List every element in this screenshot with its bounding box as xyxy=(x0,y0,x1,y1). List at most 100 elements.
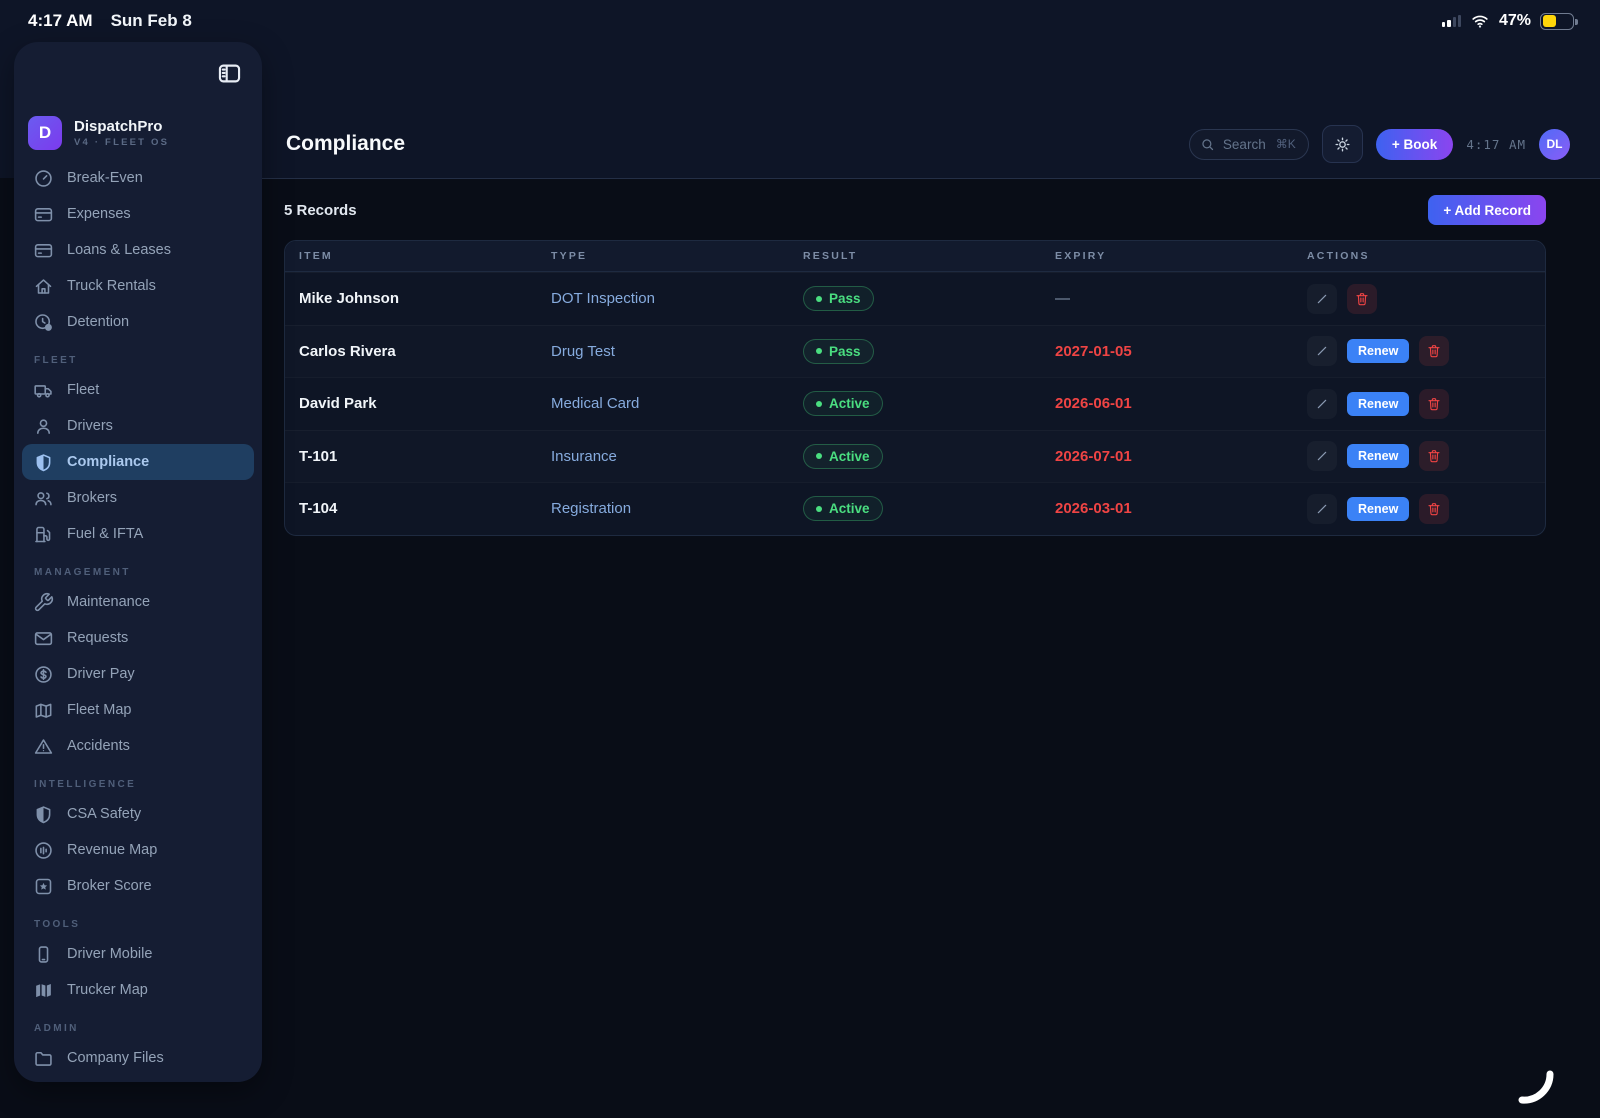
nav-section-fleet: FLEET xyxy=(34,355,78,366)
edit-button[interactable] xyxy=(1307,494,1337,524)
theme-toggle-button[interactable] xyxy=(1321,125,1363,163)
sidebar-item-break-even[interactable]: Break-Even xyxy=(22,160,254,196)
sidebar-item-driver-mobile[interactable]: Driver Mobile xyxy=(22,936,254,972)
edit-button[interactable] xyxy=(1307,389,1337,419)
search-input[interactable]: Search ⌘K xyxy=(1188,128,1309,160)
sidebar-item-expenses[interactable]: Expenses xyxy=(22,196,254,232)
edit-button[interactable] xyxy=(1307,284,1337,314)
sidebar-item-drivers[interactable]: Drivers xyxy=(22,408,254,444)
trash-icon xyxy=(1426,448,1442,464)
sidebar-item-accidents[interactable]: Accidents xyxy=(22,728,254,764)
sidebar-item-truck-rentals[interactable]: Truck Rentals xyxy=(22,268,254,304)
column-header-type: TYPE xyxy=(551,250,588,262)
sidebar-item-label: Company Files xyxy=(67,1050,164,1066)
status-badge: Active xyxy=(803,443,883,469)
book-button[interactable]: + Book xyxy=(1375,128,1454,160)
table-toolbar: 5 Records + Add Record xyxy=(284,194,1546,226)
sidebar-item-broker-score[interactable]: Broker Score xyxy=(22,868,254,904)
status-badge: Pass xyxy=(803,338,874,364)
renew-button[interactable]: Renew xyxy=(1347,496,1410,521)
page-title: Compliance xyxy=(286,132,406,155)
delete-button[interactable] xyxy=(1419,388,1450,419)
credit-card-icon xyxy=(33,204,54,225)
renew-button[interactable]: Renew xyxy=(1347,444,1410,469)
type-link[interactable]: Registration xyxy=(551,500,632,518)
renew-button[interactable]: Renew xyxy=(1347,391,1410,416)
type-link[interactable]: DOT Inspection xyxy=(551,290,655,308)
clock-alert-icon xyxy=(33,312,54,333)
sidebar-item-trucker-map[interactable]: Trucker Map xyxy=(22,972,254,1008)
pencil-icon xyxy=(1314,291,1330,307)
renew-button[interactable]: Renew xyxy=(1347,339,1410,364)
wrench-icon xyxy=(33,592,54,613)
header-clock: 4:17 AM xyxy=(1466,136,1526,152)
star-square-icon xyxy=(33,876,54,897)
trash-icon xyxy=(1354,291,1370,307)
sidebar-item-label: Break-Even xyxy=(67,170,143,186)
type-link[interactable]: Insurance xyxy=(551,447,617,465)
sidebar-item-brokers[interactable]: Brokers xyxy=(22,480,254,516)
expiry-cell: — xyxy=(1055,290,1070,308)
pencil-icon xyxy=(1314,448,1330,464)
status-date: Sun Feb 8 xyxy=(110,11,192,30)
item-cell: T-101 xyxy=(299,447,338,465)
sidebar-item-label: Requests xyxy=(67,630,129,646)
sidebar-item-label: Revenue Map xyxy=(67,842,158,858)
search-shortcut: ⌘K xyxy=(1275,137,1296,151)
home-icon xyxy=(33,276,54,297)
column-header-item: ITEM xyxy=(299,250,333,262)
sidebar-item-revenue-map[interactable]: Revenue Map xyxy=(22,832,254,868)
sidebar-item-label: CSA Safety xyxy=(67,806,142,822)
corner-arc-icon xyxy=(1518,1070,1554,1104)
edit-button[interactable] xyxy=(1307,441,1337,471)
sidebar-item-csa-safety[interactable]: CSA Safety xyxy=(22,796,254,832)
sidebar-item-fleet[interactable]: Fleet xyxy=(22,372,254,408)
alert-triangle-icon xyxy=(33,736,54,757)
edit-button[interactable] xyxy=(1307,336,1337,366)
pencil-icon xyxy=(1314,396,1330,412)
status-dot-icon xyxy=(816,348,822,355)
trash-icon xyxy=(1426,396,1442,412)
shield-half-icon xyxy=(33,452,54,473)
sidebar-item-label: Maintenance xyxy=(67,594,151,610)
users-icon xyxy=(33,488,54,509)
main-header: Compliance Search ⌘K + Book 4:17 AM DL xyxy=(262,110,1600,178)
sidebar: D DispatchPro V4 · FLEET OS Break-Even E… xyxy=(14,42,262,1082)
sidebar-item-requests[interactable]: Requests xyxy=(22,620,254,656)
dollar-circle-icon xyxy=(33,664,54,685)
pencil-icon xyxy=(1314,343,1330,359)
sidebar-item-loans-leases[interactable]: Loans & Leases xyxy=(22,232,254,268)
user-avatar[interactable]: DL xyxy=(1539,128,1570,160)
delete-button[interactable] xyxy=(1419,336,1450,367)
nav-section-intelligence: INTELLIGENCE xyxy=(34,779,137,790)
sidebar-item-fleet-map[interactable]: Fleet Map xyxy=(22,692,254,728)
sidebar-item-company-files[interactable]: Company Files xyxy=(22,1040,254,1076)
compliance-table: ITEM TYPE RESULT EXPIRY ACTIONS Mike Joh… xyxy=(284,240,1546,536)
sidebar-item-compliance[interactable]: Compliance xyxy=(22,444,254,480)
expiry-cell: 2026-06-01 xyxy=(1055,395,1132,413)
type-link[interactable]: Drug Test xyxy=(551,342,615,360)
sidebar-item-label: Drivers xyxy=(67,418,113,434)
sidebar-item-maintenance[interactable]: Maintenance xyxy=(22,584,254,620)
cellular-signal-icon xyxy=(1442,15,1461,27)
chart-circle-icon xyxy=(33,840,54,861)
brand: D DispatchPro V4 · FLEET OS xyxy=(14,90,262,150)
delete-button[interactable] xyxy=(1347,283,1377,314)
delete-button[interactable] xyxy=(1419,493,1450,524)
sidebar-item-detention[interactable]: Detention xyxy=(22,304,254,340)
table-header-row: ITEM TYPE RESULT EXPIRY ACTIONS xyxy=(285,241,1545,272)
add-record-button[interactable]: + Add Record xyxy=(1428,195,1546,225)
column-header-actions: ACTIONS xyxy=(1307,250,1370,262)
sidebar-item-label: Compliance xyxy=(67,454,150,470)
nav-section-tools: TOOLS xyxy=(34,919,81,930)
status-badge: Active xyxy=(803,391,883,417)
delete-button[interactable] xyxy=(1419,441,1450,472)
map-icon xyxy=(33,700,54,721)
sidebar-item-driver-pay[interactable]: Driver Pay xyxy=(22,656,254,692)
type-link[interactable]: Medical Card xyxy=(551,395,640,413)
column-header-result: RESULT xyxy=(803,250,858,262)
sidebar-toggle-button[interactable] xyxy=(212,56,246,90)
sidebar-item-label: Trucker Map xyxy=(67,982,148,998)
table-row: Carlos Rivera Drug Test Pass 2027-01-05 … xyxy=(285,325,1545,378)
sidebar-item-fuel-ifta[interactable]: Fuel & IFTA xyxy=(22,516,254,552)
